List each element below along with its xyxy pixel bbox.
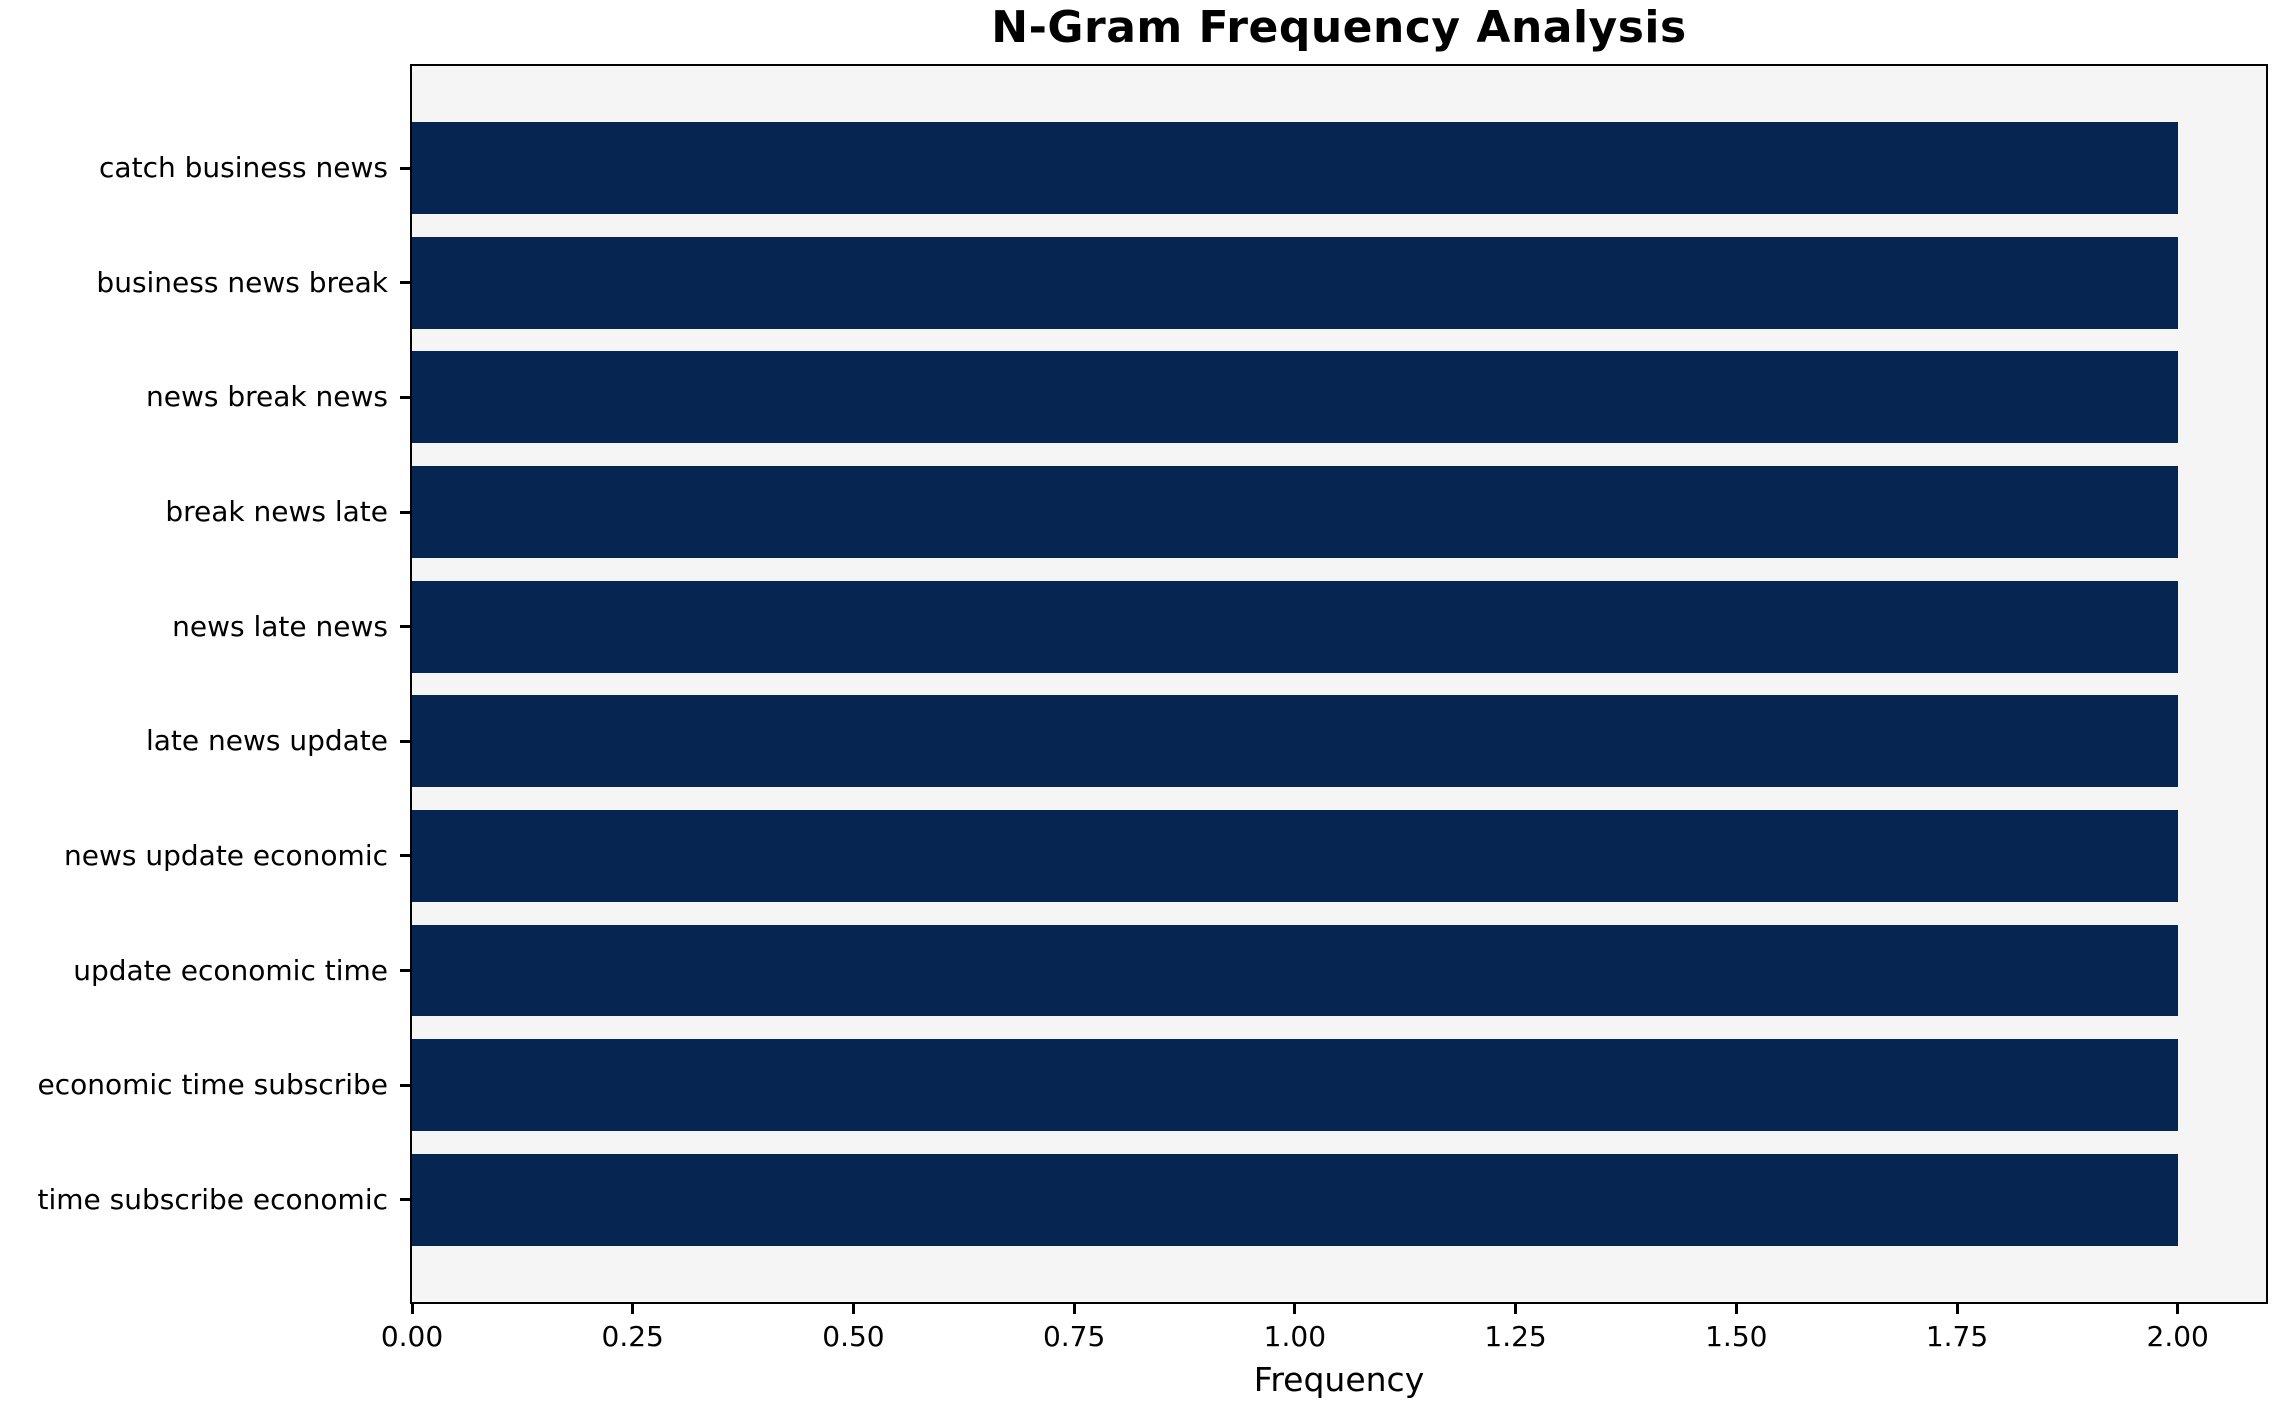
y-tick-label: update economic time (73, 953, 388, 987)
x-tick-label: 1.50 (1705, 1320, 1768, 1353)
x-tick-mark (410, 1304, 414, 1314)
x-tick-mark (2176, 1304, 2180, 1314)
x-tick-mark (1072, 1304, 1076, 1314)
bar-news-late-news (412, 580, 2178, 673)
y-tick-mark (400, 969, 410, 973)
y-tick-mark (400, 1198, 410, 1202)
y-tick-label: business news break (96, 265, 388, 299)
bar-update-economic-time (412, 924, 2178, 1017)
y-tick-label: catch business news (99, 151, 388, 185)
y-tick-label: news update economic (64, 838, 388, 872)
x-tick-mark (631, 1304, 635, 1314)
y-tick-label: time subscribe economic (37, 1182, 388, 1216)
plot-area (410, 64, 2268, 1304)
y-tick-mark (400, 281, 410, 285)
y-tick-label: news late news (172, 609, 388, 643)
x-tick-label: 0.00 (380, 1320, 444, 1353)
x-tick-mark (1293, 1304, 1297, 1314)
chart-title: N-Gram Frequency Analysis (991, 2, 1687, 53)
bar-business-news-break (412, 236, 2178, 329)
x-axis-label: Frequency (1253, 1360, 1425, 1399)
x-tick-label: 0.50 (822, 1320, 885, 1353)
bar-news-break-news (412, 351, 2178, 444)
bar-time-subscribe-economic (412, 1154, 2178, 1246)
y-tick-mark (400, 166, 410, 170)
y-tick-mark (400, 1083, 410, 1087)
y-tick-mark (400, 395, 410, 399)
x-tick-label: 1.25 (1484, 1320, 1547, 1353)
y-tick-label: economic time subscribe (37, 1068, 388, 1102)
x-tick-label: 2.00 (2146, 1320, 2209, 1353)
x-tick-label: 1.00 (1263, 1320, 1327, 1353)
bar-late-news-update (412, 695, 2178, 788)
x-tick-mark (851, 1304, 855, 1314)
y-tick-label: break news late (165, 495, 388, 528)
bar-news-update-economic (412, 810, 2178, 902)
y-tick-label: news break news (146, 380, 388, 414)
y-tick-mark (400, 510, 410, 514)
bar-economic-time-subscribe (412, 1039, 2178, 1132)
x-tick-mark (1955, 1304, 1959, 1314)
bar-catch-business-news (412, 122, 2178, 214)
x-tick-mark (1514, 1304, 1518, 1314)
x-tick-label: 1.75 (1925, 1320, 1989, 1353)
y-tick-label: late news update (145, 724, 388, 758)
bar-break-news-late (412, 466, 2178, 558)
x-tick-label: 0.75 (1042, 1320, 1106, 1353)
y-tick-mark (400, 739, 410, 743)
x-tick-mark (1734, 1304, 1738, 1314)
x-tick-label: 0.25 (601, 1320, 664, 1353)
y-tick-mark (400, 625, 410, 629)
y-tick-mark (400, 854, 410, 858)
